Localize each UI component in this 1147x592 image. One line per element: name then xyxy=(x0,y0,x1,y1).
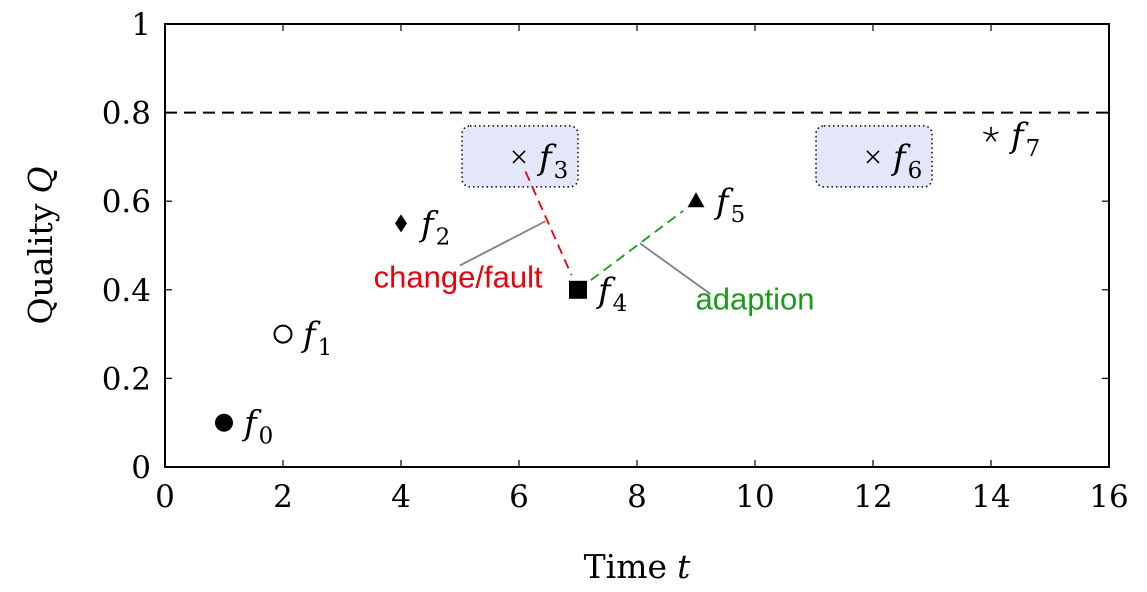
y-axis-title: QualityQ xyxy=(21,166,60,324)
marker-f2 xyxy=(395,214,407,233)
y-tick-label-5: 1 xyxy=(131,7,151,43)
marker-f3 xyxy=(512,150,526,164)
annotation-pointer-change-fault xyxy=(459,220,546,267)
x-tick-label-6: 6 xyxy=(509,479,529,515)
y-tick-label-3: 0.6 xyxy=(102,184,151,220)
highlight-boxes xyxy=(461,125,933,188)
ticks: 0 2 4 6 8 10 12 14 16 0 0.2 0.4 0.6 0.8 1 xyxy=(102,7,1129,515)
y-tick-label-1: 0.2 xyxy=(102,361,151,397)
point-label-f5: f5 xyxy=(713,182,745,228)
point-label-f4: f4 xyxy=(595,271,627,317)
connection-f4-f5 xyxy=(590,210,684,281)
x-tick-label-0: 0 xyxy=(155,479,175,515)
annotation-pointer-adaption xyxy=(639,242,712,295)
x-axis-title: Time t xyxy=(584,547,691,586)
x-tick-label-16: 16 xyxy=(1089,479,1128,515)
marker-f1 xyxy=(273,324,293,344)
x-tick-label-4: 4 xyxy=(391,479,411,515)
x-tick-label-10: 10 xyxy=(735,479,774,515)
x-tick-label-14: 14 xyxy=(971,479,1010,515)
y-tick-label-2: 0.4 xyxy=(102,273,151,309)
point-label-f0: f0 xyxy=(241,404,273,450)
point-label-f7: f7 xyxy=(1008,116,1040,162)
marker-f7 xyxy=(983,126,999,142)
point-label-f1: f1 xyxy=(300,315,332,361)
marker-f0 xyxy=(215,413,233,432)
marker-f4 xyxy=(569,280,587,299)
marker-f5 xyxy=(687,192,705,208)
marker-f6 xyxy=(866,150,880,164)
y-tick-label-4: 0.8 xyxy=(102,96,151,132)
x-tick-label-2: 2 xyxy=(273,479,293,515)
y-tick-label-0: 0 xyxy=(131,450,151,486)
data-markers xyxy=(215,126,999,432)
axis-titles: Time t QualityQ xyxy=(21,166,691,586)
x-tick-label-8: 8 xyxy=(627,479,647,515)
connection-f3-f4 xyxy=(524,171,573,276)
annotations: change/fault adaption xyxy=(374,220,815,317)
x-tick-label-12: 12 xyxy=(853,479,892,515)
annotation-label-adaption: adaption xyxy=(696,282,815,317)
annotation-label-change-fault: change/fault xyxy=(374,260,543,295)
point-label-f2: f2 xyxy=(418,204,450,250)
connection-lines xyxy=(524,171,684,281)
